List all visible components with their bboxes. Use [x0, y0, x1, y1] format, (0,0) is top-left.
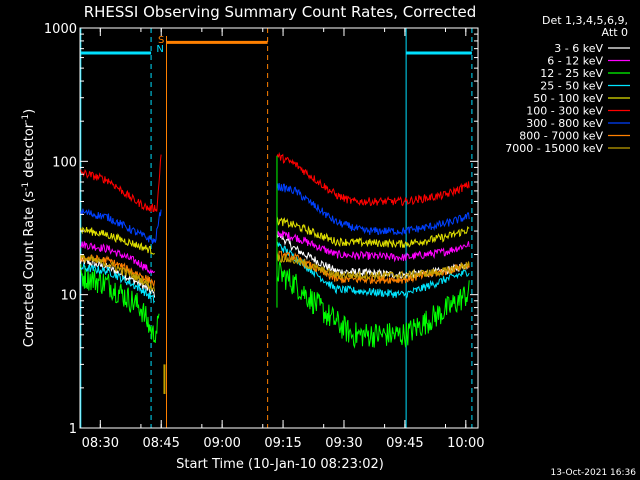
- legend-header: Det 1,3,4,5,6,9,: [542, 14, 628, 27]
- legend-label: 800 - 7000 keV: [519, 130, 603, 143]
- night-marker-label: N: [156, 44, 163, 55]
- plot-area: SN: [79, 28, 473, 428]
- x-tick-label: 08:45: [142, 436, 179, 451]
- series-line: [79, 262, 156, 304]
- legend-label: 12 - 25 keV: [540, 67, 603, 80]
- y-tick-label: 1: [69, 422, 77, 437]
- series-line: [276, 230, 470, 263]
- legend-label: 3 - 6 keV: [554, 42, 603, 55]
- legend-label: 6 - 12 keV: [547, 55, 603, 68]
- y-axis-label: Corrected Count Rate (s-1 detector-1): [21, 109, 37, 347]
- x-axis: 08:30 08:45 09:00 09:15 09:30 09:45 10:00: [82, 28, 485, 451]
- series-line: [80, 154, 162, 212]
- x-tick-label: 09:30: [325, 436, 362, 451]
- series-line: [276, 261, 470, 349]
- y-tick-label: 10: [60, 289, 77, 304]
- chart-title: RHESSI Observing Summary Count Rates, Co…: [84, 3, 477, 21]
- x-tick-label: 09:00: [203, 436, 240, 451]
- x-tick-label: 09:45: [386, 436, 423, 451]
- series-line: [276, 229, 470, 281]
- y-tick-label: 100: [52, 155, 77, 170]
- series-line: [79, 226, 155, 255]
- x-tick-label: 10:00: [447, 436, 484, 451]
- series-line: [276, 183, 470, 236]
- series-line: [79, 241, 156, 275]
- series-line: [276, 216, 470, 248]
- x-axis-label: Start Time (10-Jan-10 08:23:02): [176, 457, 384, 472]
- plot-frame: [79, 27, 479, 429]
- legend-header: Att 0: [602, 26, 628, 39]
- series-line: [79, 254, 156, 292]
- series-line: [79, 263, 160, 344]
- y-axis: 1 10 100 1000: [44, 22, 478, 437]
- legend-label: 50 - 100 keV: [533, 92, 603, 105]
- saa-marker-label: S: [158, 35, 164, 46]
- legend-label: 25 - 50 keV: [540, 80, 603, 93]
- series-line: [276, 253, 470, 282]
- series-line: [79, 256, 156, 298]
- y-tick-label: 1000: [44, 22, 77, 37]
- legend-label: 7000 - 15000 keV: [505, 142, 603, 155]
- x-tick-label: 09:15: [264, 436, 301, 451]
- legend-label: 300 - 800 keV: [526, 117, 603, 130]
- legend-label: 100 - 300 keV: [526, 105, 603, 118]
- series-line: [276, 151, 470, 207]
- series-line: [79, 208, 162, 244]
- footer-timestamp: 13-Oct-2021 16:36: [551, 468, 637, 478]
- x-tick-label: 08:30: [82, 436, 119, 451]
